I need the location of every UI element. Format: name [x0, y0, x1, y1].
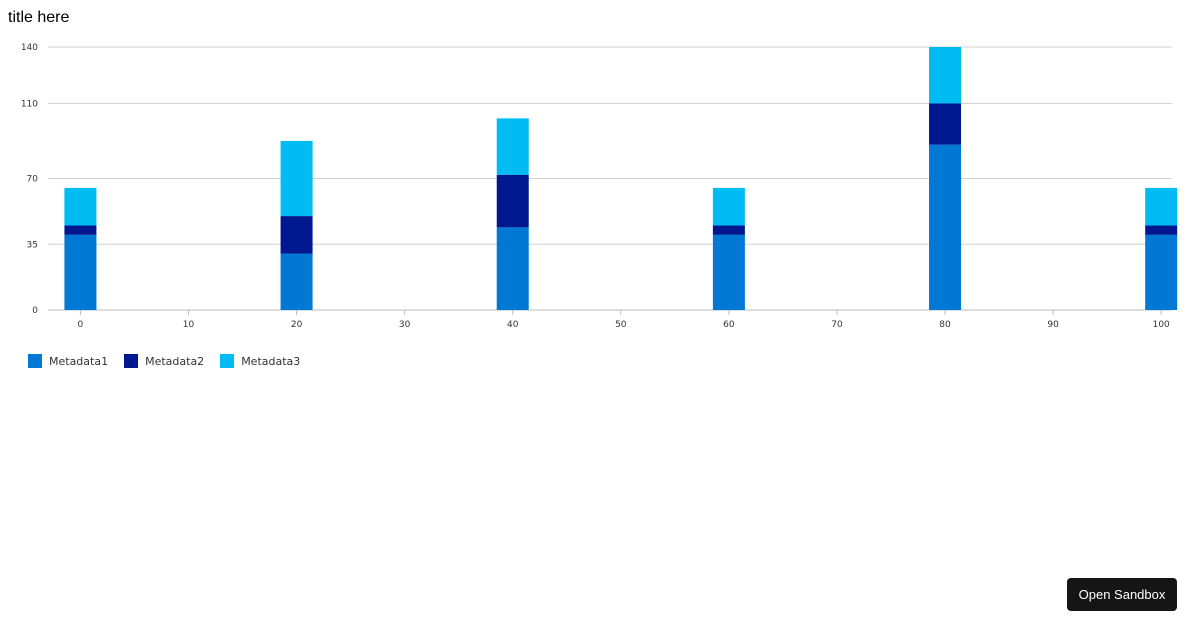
bar-segment-metadata3[interactable]: [496, 118, 529, 175]
legend-label: Metadata2: [145, 354, 205, 368]
bar-segment-metadata3[interactable]: [929, 47, 962, 104]
bar-segment-metadata1[interactable]: [64, 234, 97, 310]
legend-label: Metadata3: [241, 354, 301, 368]
y-tick-label: 0: [32, 306, 38, 316]
legend: Metadata1 Metadata2 Metadata3: [28, 354, 300, 368]
x-tick-label: 80: [939, 320, 951, 330]
y-tick-label: 110: [21, 99, 38, 109]
bar-segment-metadata2[interactable]: [712, 225, 745, 235]
bar-segment-metadata3[interactable]: [1145, 187, 1178, 226]
stacked-bar-chart: 0 35 70 110 140 0 10 20 30 40 50 60 70 80 90 100: [21, 43, 1178, 330]
legend-item[interactable]: Metadata2: [124, 354, 204, 368]
bar-segment-metadata2[interactable]: [64, 225, 97, 235]
x-tick-label: 70: [831, 320, 843, 330]
legend-swatch: [28, 354, 42, 368]
bar-segment-metadata1[interactable]: [496, 227, 529, 310]
open-sandbox-button[interactable]: Open Sandbox: [1067, 578, 1177, 611]
y-tick-label: 70: [27, 175, 39, 185]
bar-segment-metadata2[interactable]: [929, 103, 962, 145]
bars: [64, 47, 1178, 310]
y-tick-label: 140: [21, 43, 38, 53]
page-title: title here: [8, 9, 70, 26]
x-tick-label: 30: [399, 320, 411, 330]
bar-segment-metadata1[interactable]: [712, 234, 745, 310]
x-tick-label: 20: [291, 320, 303, 330]
legend-swatch: [220, 354, 235, 368]
bar-segment-metadata3[interactable]: [64, 187, 97, 226]
bar-segment-metadata3[interactable]: [280, 140, 313, 217]
x-tick-label: 50: [615, 320, 627, 330]
bar-segment-metadata2[interactable]: [280, 216, 313, 254]
legend-swatch: [124, 354, 139, 368]
legend-item[interactable]: Metadata3: [220, 354, 300, 368]
x-tick-label: 40: [507, 320, 519, 330]
y-tick-label: 35: [27, 240, 38, 250]
x-tick-label: 60: [723, 320, 735, 330]
gridlines: [48, 46, 1172, 311]
legend-label: Metadata1: [49, 354, 109, 368]
x-tick-label: 0: [78, 320, 84, 330]
x-tick-label: 90: [1047, 320, 1059, 330]
legend-item[interactable]: Metadata1: [28, 354, 108, 368]
bar-segment-metadata2[interactable]: [496, 174, 529, 228]
bar-segment-metadata1[interactable]: [280, 253, 313, 310]
x-tick-label: 100: [1153, 320, 1170, 330]
bar-segment-metadata2[interactable]: [1145, 225, 1178, 235]
axes: 0 35 70 110 140 0 10 20 30 40 50 60 70 80 90 100: [21, 43, 1170, 330]
x-tick-label: 10: [183, 320, 195, 330]
bar-segment-metadata3[interactable]: [712, 187, 745, 226]
bar-segment-metadata1[interactable]: [1145, 234, 1178, 310]
bar-segment-metadata1[interactable]: [929, 144, 962, 310]
